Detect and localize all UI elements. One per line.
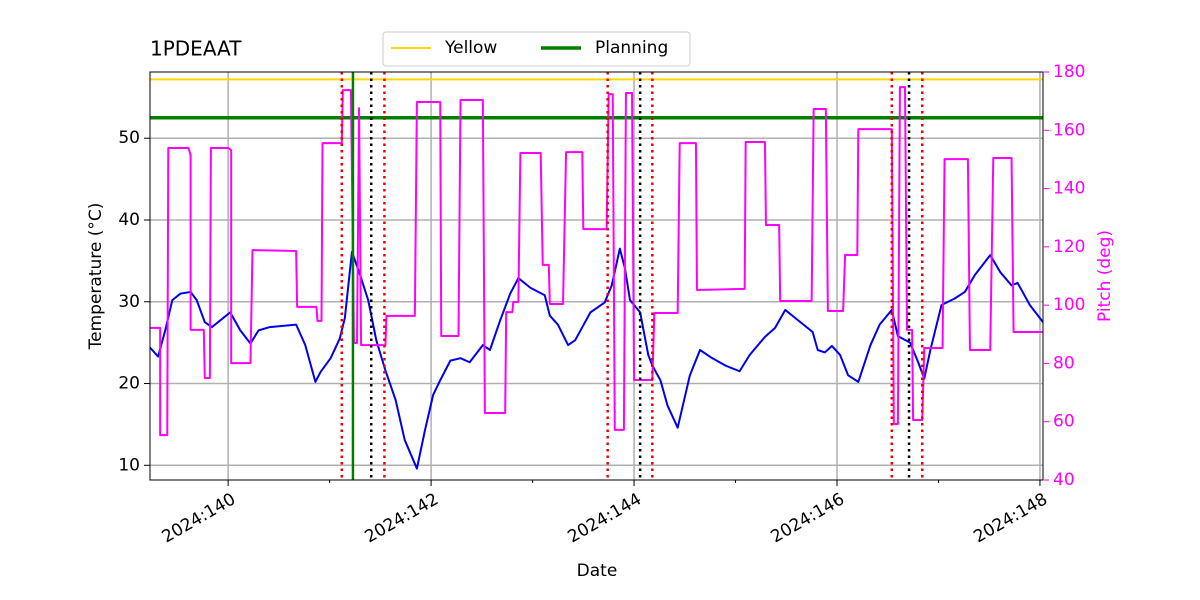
grid	[150, 72, 1043, 480]
data-line	[150, 247, 1043, 470]
data-line	[150, 86, 1043, 437]
legend-label: Yellow	[444, 38, 497, 58]
x-axis-label: Date	[577, 561, 618, 581]
y-axis-label: Temperature (°C)	[86, 203, 106, 351]
y2-tick-label: 140	[1053, 179, 1085, 199]
legend: Yellow Planning	[382, 31, 691, 67]
x-tick-label: 2024:144	[565, 489, 646, 547]
y-tick-label: 50	[118, 128, 140, 148]
legend-box	[382, 31, 691, 67]
y2-tick-label: 40	[1053, 470, 1075, 490]
legend-label: Planning	[595, 38, 668, 58]
y2-tick-label: 100	[1053, 295, 1085, 315]
y-tick-label: 10	[118, 455, 140, 475]
y-tick-label: 30	[118, 292, 140, 312]
chart-title: 1PDEAAT	[150, 37, 242, 61]
y2-tick-label: 80	[1053, 353, 1075, 373]
y-tick-label: 20	[118, 374, 140, 394]
x-tick-label: 2024:140	[159, 489, 240, 547]
x-tick-label: 2024:142	[362, 489, 443, 547]
y2-tick-label: 180	[1053, 62, 1085, 82]
x-tick-label: 2024:148	[970, 489, 1051, 547]
y2-tick-label: 160	[1053, 120, 1085, 140]
y2-tick-label: 120	[1053, 237, 1085, 257]
y2-axis-label: Pitch (deg)	[1095, 230, 1115, 322]
x-tick-label: 2024:146	[767, 489, 848, 547]
y-tick-label: 40	[118, 210, 140, 230]
y2-tick-label: 60	[1053, 412, 1075, 432]
plot-frame	[149, 71, 1044, 481]
plot-area	[150, 72, 1043, 480]
